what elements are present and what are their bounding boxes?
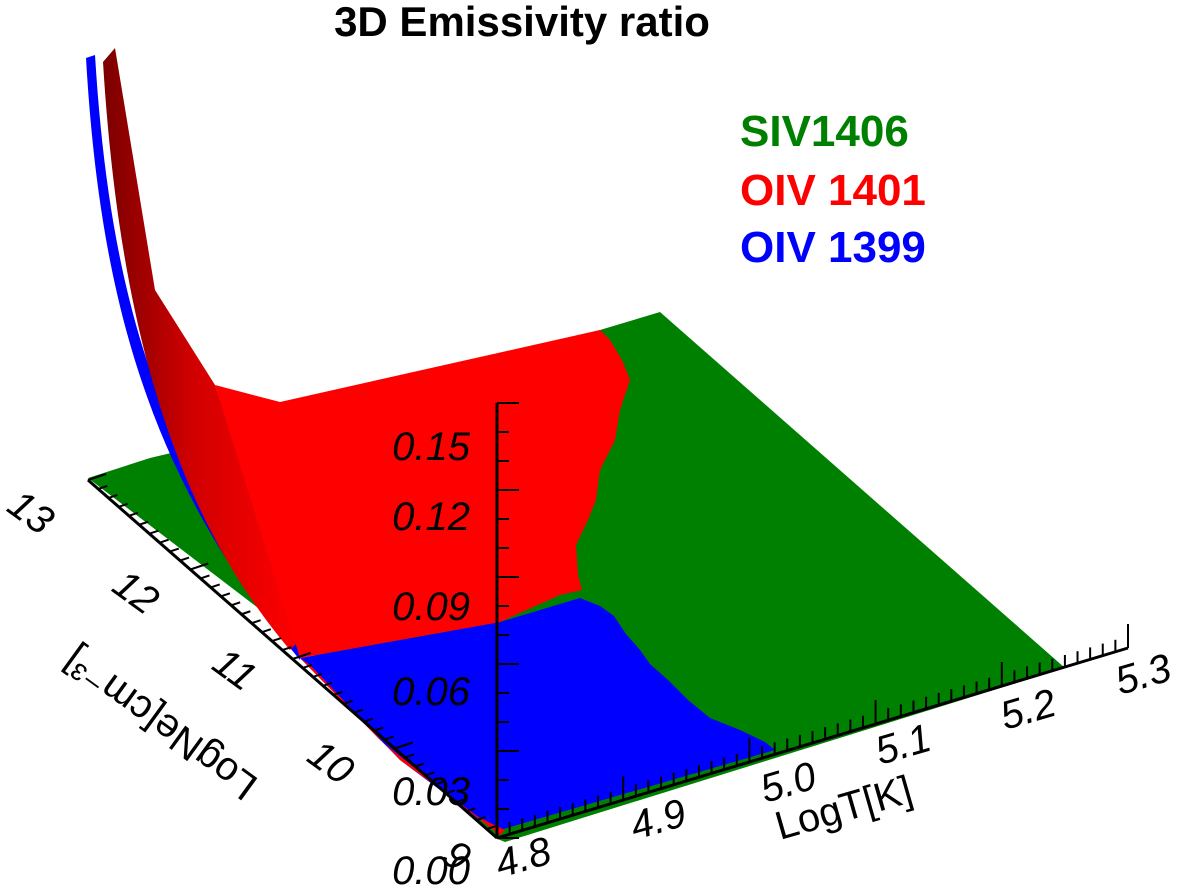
surface-oiv1401 — [155, 290, 630, 658]
axis-tick — [435, 780, 445, 786]
axis-tick — [200, 574, 210, 580]
z-tick-label: 0.03 — [392, 770, 470, 814]
axis-tick — [261, 628, 272, 634]
axis-tick — [189, 562, 209, 571]
z-tick-label: 0.06 — [392, 670, 471, 714]
axis-tick — [455, 798, 466, 804]
axis-tick — [445, 789, 456, 795]
axis-tick — [476, 816, 486, 822]
axis-tick — [179, 556, 190, 562]
axis-tick — [118, 502, 128, 508]
y-tick-label: 12 — [105, 562, 167, 624]
y-tick-label: 11 — [205, 640, 264, 700]
axis-tick — [384, 735, 394, 741]
axis-tick — [363, 717, 374, 723]
axis-tick — [373, 726, 384, 732]
z-tick-label: 0.09 — [392, 585, 470, 629]
legend-entry-oiv1399: OIV 1399 — [740, 223, 926, 272]
x-tick-label: 5.3 — [1110, 646, 1176, 704]
axis-tick — [128, 511, 139, 517]
axis-tick — [322, 681, 333, 687]
legend-entry-siv1406: SIV1406 — [740, 107, 909, 156]
axis-tick — [302, 664, 313, 669]
axis-ticks — [87, 402, 1129, 839]
axis-tick — [241, 610, 251, 616]
axis-tick — [108, 493, 118, 499]
axis-tick — [230, 601, 241, 607]
axis-tick — [414, 762, 425, 768]
axis-tick — [169, 547, 180, 553]
axis-tick — [281, 646, 292, 651]
axis-tick — [159, 538, 169, 544]
axis-tick — [353, 708, 364, 714]
axis-tick — [210, 583, 221, 589]
z-tick-label: 0.15 — [392, 425, 471, 469]
axis-tick — [486, 825, 497, 830]
axis-tick — [292, 652, 311, 660]
axis-tick — [149, 529, 159, 535]
axis-tick — [97, 485, 108, 490]
axis-tick — [466, 807, 476, 813]
axis-tick — [394, 741, 414, 750]
axis-tick — [271, 637, 282, 643]
z-tick-label: 0.12 — [392, 495, 470, 539]
axis-tick — [404, 753, 415, 759]
axis-tick — [333, 690, 343, 696]
legend-entry-oiv1401: OIV 1401 — [740, 166, 926, 215]
axis-tick — [343, 699, 353, 705]
y-tick-label: 10 — [300, 732, 362, 794]
z-tick-label: 0.00 — [392, 849, 470, 893]
axis-tick — [220, 592, 231, 598]
axis-tick — [138, 520, 149, 526]
axis-tick — [251, 619, 261, 625]
axis-tick — [496, 831, 516, 839]
axis-tick — [87, 473, 107, 481]
axis-tick — [312, 672, 323, 678]
chart-title: 3D Emissivity ratio — [334, 0, 710, 45]
axis-tick — [425, 771, 435, 777]
y-tick-label: 13 — [0, 482, 62, 544]
x-tick-label: 5.2 — [995, 681, 1061, 739]
